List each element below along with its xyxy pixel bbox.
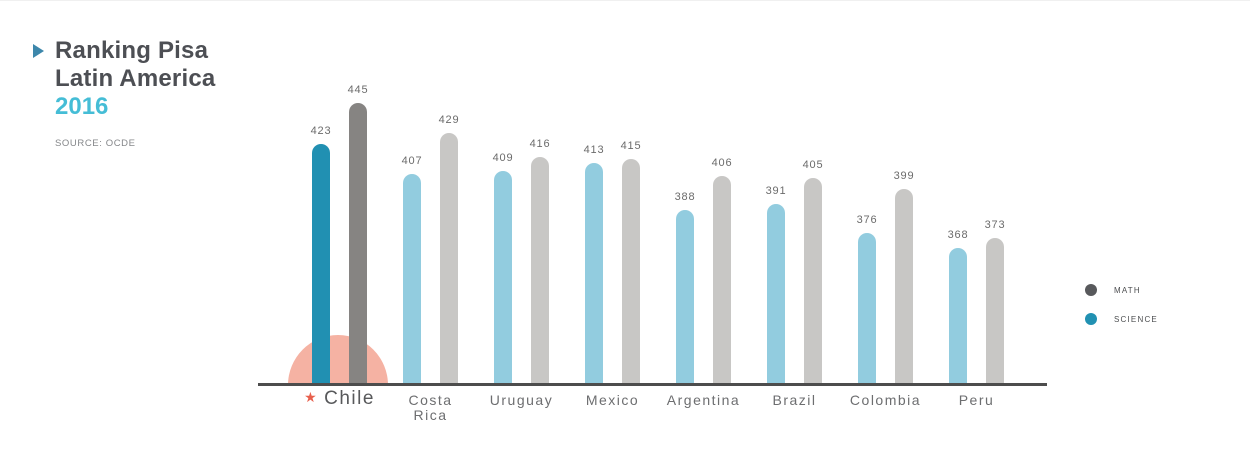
math-bar: 429 <box>439 114 459 383</box>
bar-value-label: 413 <box>583 144 605 156</box>
country-label: ★ Chile <box>304 388 375 409</box>
legend-label: SCIENCE <box>1114 314 1158 324</box>
title-block: Ranking Pisa Latin America 2016 SOURCE: … <box>55 37 215 149</box>
legend: MATH SCIENCE <box>1085 284 1158 342</box>
math-bar: 373 <box>985 219 1005 383</box>
bar-group-brazil: 391 405 Brazil <box>766 159 823 407</box>
country-label: Brazil <box>772 392 817 408</box>
page-title-line1: Ranking Pisa <box>55 37 209 64</box>
bar-value-label: 409 <box>492 151 514 164</box>
country-label: Colombia <box>849 392 922 408</box>
legend-item-science: SCIENCE <box>1085 313 1158 325</box>
math-bar: 406 <box>712 157 732 383</box>
country-label-text: Chile <box>324 388 375 409</box>
page-title-line2: Latin America <box>55 65 216 92</box>
title-year: 2016 <box>55 93 109 120</box>
legend-label: MATH <box>1114 285 1141 295</box>
pointer-icon <box>33 44 44 58</box>
bar-value-label: 391 <box>765 185 787 198</box>
bar-group-colombia: 376 399 Colombia <box>850 170 920 407</box>
science-bar: 376 <box>857 214 877 383</box>
science-bar: 407 <box>402 155 422 383</box>
bar-value-label: 429 <box>438 114 460 126</box>
country-label: Argentina <box>666 392 741 408</box>
bar-value-label: 376 <box>856 213 878 226</box>
math-bar: 416 <box>530 138 550 383</box>
bar-value-label: 406 <box>711 157 733 170</box>
bar-value-label: 415 <box>620 140 642 153</box>
math-bar: 399 <box>894 170 914 383</box>
science-bar: 423 <box>311 125 331 383</box>
math-bar: 405 <box>803 159 823 383</box>
country-label: Costa Rica <box>408 393 452 423</box>
science-bar: 368 <box>948 229 968 383</box>
legend-item-math: MATH <box>1085 284 1158 296</box>
bar-value-label: 373 <box>984 219 1006 232</box>
bar-value-label: 423 <box>310 125 332 138</box>
science-bar: 391 <box>766 185 786 383</box>
science-bar: 409 <box>493 152 513 383</box>
bar-value-label: 388 <box>674 191 696 203</box>
bar-value-label: 399 <box>893 170 915 183</box>
bar-value-label: 368 <box>947 228 969 241</box>
science-bar: 413 <box>584 144 604 383</box>
legend-dot-science <box>1085 313 1097 325</box>
science-bar: 388 <box>675 191 695 383</box>
bar-group-chile: 423 445 ★ Chile <box>304 84 373 408</box>
bar-group-uruguay: 409 416 Uruguay <box>490 138 552 407</box>
country-label: Uruguay <box>489 392 554 408</box>
math-bar: 445 <box>348 84 368 383</box>
country-label-line: Costa <box>408 392 453 408</box>
country-label: Mexico <box>585 392 640 408</box>
x-axis-line <box>258 383 1047 386</box>
star-icon: ★ <box>304 389 319 405</box>
bar-group-mexico: 413 415 Mexico <box>584 140 641 407</box>
math-bar: 415 <box>621 140 641 383</box>
country-label: Peru <box>958 392 995 408</box>
bar-value-label: 416 <box>529 138 551 151</box>
bar-value-label: 405 <box>802 159 824 172</box>
bar-groups: 423 445 ★ Chile 407 429 Costa Rica 409 416 Uruguay… <box>304 1 1005 423</box>
bar-group-peru: 368 373 Peru <box>948 219 1005 407</box>
bar-value-label: 407 <box>401 155 423 168</box>
legend-dot-math <box>1085 284 1097 296</box>
bar-group-costa-rica: 407 429 Costa Rica <box>402 114 459 423</box>
source-label: SOURCE: OCDE <box>55 138 136 149</box>
header: Ranking Pisa Latin America 2016 SOURCE: … <box>33 37 215 149</box>
country-label-line: Rica <box>413 407 448 423</box>
bar-value-label: 445 <box>347 83 369 96</box>
bar-group-argentina: 388 406 Argentina <box>667 157 739 407</box>
